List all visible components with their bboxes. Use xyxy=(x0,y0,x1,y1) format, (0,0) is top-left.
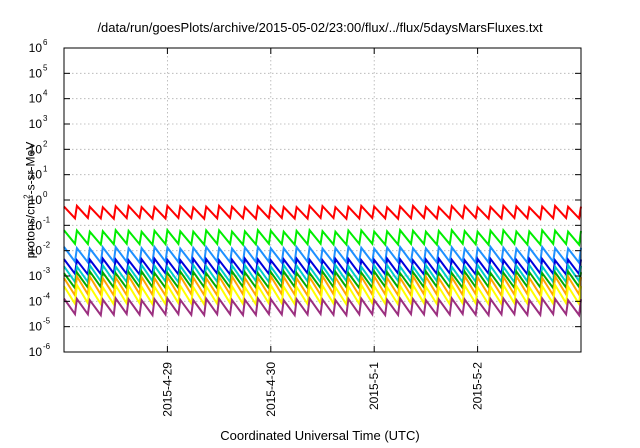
y-axis-label: protons/cm2-s-sr-MeV xyxy=(22,141,38,259)
series-line xyxy=(63,295,582,318)
y-tick-label: 10 xyxy=(29,41,43,55)
y-tick-exponent: -5 xyxy=(43,317,51,326)
y-tick-exponent: -2 xyxy=(43,241,51,250)
y-tick-label: 10 xyxy=(29,142,43,156)
series-line xyxy=(63,203,582,221)
x-tick-label: 2015-5-1 xyxy=(367,362,381,410)
series-line xyxy=(63,281,582,308)
y-tick-exponent: 4 xyxy=(43,89,48,98)
series-line xyxy=(63,227,582,248)
y-tick-exponent: -3 xyxy=(43,266,51,275)
y-tick-label: 10 xyxy=(29,345,43,359)
x-axis-label: Coordinated Universal Time (UTC) xyxy=(220,428,420,443)
y-tick-label: 10 xyxy=(29,218,43,232)
y-tick-exponent: 2 xyxy=(43,139,48,148)
y-tick-label: 10 xyxy=(29,92,43,106)
y-tick-label: 10 xyxy=(29,244,43,258)
y-tick-exponent: 3 xyxy=(43,114,48,123)
series-line xyxy=(63,273,582,299)
x-tick-label: 2015-4-30 xyxy=(264,362,278,417)
y-tick-labels: 10 -610 -510 -410 -310 -210 -110 010 110 210 310 41… xyxy=(29,38,51,359)
x-tick-label: 2015-4-29 xyxy=(160,362,174,417)
y-tick-exponent: 5 xyxy=(43,63,48,72)
ticks xyxy=(64,47,581,353)
y-tick-exponent: 0 xyxy=(43,190,48,199)
y-tick-label: 10 xyxy=(29,320,43,334)
y-tick-label: 10 xyxy=(29,66,43,80)
y-tick-exponent: 6 xyxy=(43,38,48,47)
plot-area xyxy=(63,203,582,318)
y-tick-label: 10 xyxy=(29,269,43,283)
x-tick-labels: 2015-4-29 2015-4-30 2015-5-1 2015-5-2 xyxy=(160,362,484,417)
y-tick-label: 10 xyxy=(29,168,43,182)
x-tick-label: 2015-5-2 xyxy=(471,362,485,410)
y-tick-exponent: -4 xyxy=(43,291,51,300)
y-tick-label: 10 xyxy=(29,117,43,131)
y-tick-exponent: 1 xyxy=(43,165,48,174)
chart-title: /data/run/goesPlots/archive/2015-05-02/2… xyxy=(97,20,543,35)
y-tick-label: 10 xyxy=(29,193,43,207)
y-tick-exponent: -1 xyxy=(43,215,51,224)
y-tick-exponent: -6 xyxy=(43,342,51,351)
series-line xyxy=(63,244,582,266)
y-tick-label: 10 xyxy=(29,294,43,308)
